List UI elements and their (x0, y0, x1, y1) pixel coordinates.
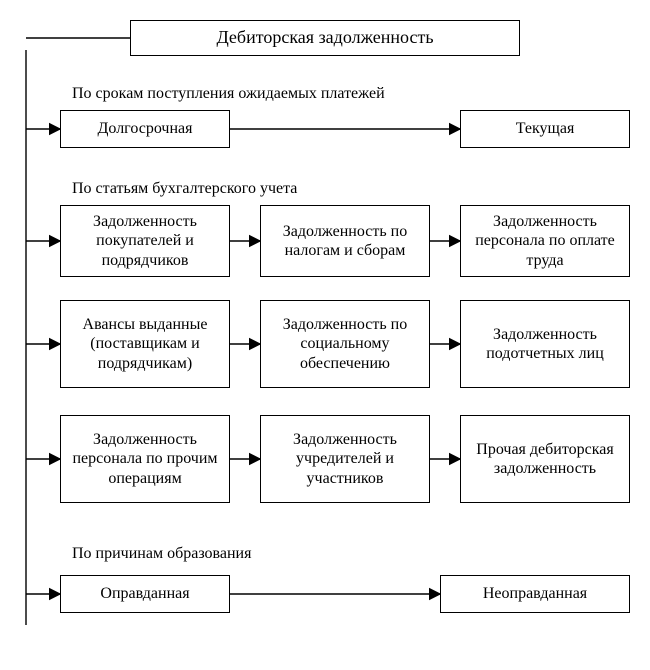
section-label: По причинам образования (72, 545, 251, 563)
box-s2b6: Задолженность подотчетных лиц (460, 300, 630, 388)
section-label: По срокам поступления ожидаемых платежей (72, 85, 385, 103)
box-s2b3: Задолженность персонала по оплате труда (460, 205, 630, 277)
box-s2b4: Авансы выданные (поставщикам и подрядчик… (60, 300, 230, 388)
box-s2b9: Прочая дебиторская задолженность (460, 415, 630, 503)
box-s3b2: Неоправданная (440, 575, 630, 613)
box-s2b7: Задолженность персонала по прочим операц… (60, 415, 230, 503)
box-s3b1: Оправданная (60, 575, 230, 613)
box-s2b2: Задолженность по налогам и сборам (260, 205, 430, 277)
box-s2b8: Задолженность учредителей и участников (260, 415, 430, 503)
box-s1b1: Долгосрочная (60, 110, 230, 148)
box-s1b2: Текущая (460, 110, 630, 148)
box-s2b1: Задолженность покупателей и подрядчиков (60, 205, 230, 277)
diagram-stage: Дебиторская задолженность По срокам посту… (0, 0, 650, 670)
title-box: Дебиторская задолженность (130, 20, 520, 56)
box-s2b5: Задолженность по социальному обеспечению (260, 300, 430, 388)
section-label: По статьям бухгалтерского учета (72, 180, 297, 198)
